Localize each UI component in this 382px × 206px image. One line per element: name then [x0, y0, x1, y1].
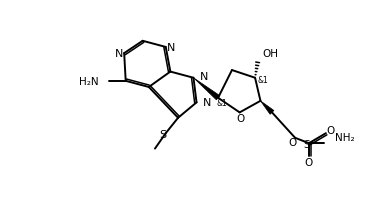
Text: O: O	[305, 157, 313, 167]
Polygon shape	[193, 78, 220, 100]
Polygon shape	[261, 101, 274, 115]
Text: N: N	[200, 72, 208, 82]
Text: H₂N: H₂N	[79, 76, 99, 86]
Text: &1: &1	[217, 98, 227, 107]
Text: S: S	[159, 129, 166, 139]
Text: &1: &1	[257, 75, 268, 84]
Text: N: N	[115, 49, 123, 59]
Text: O: O	[288, 138, 296, 148]
Text: N: N	[167, 43, 175, 53]
Text: O: O	[326, 125, 335, 135]
Text: S: S	[303, 139, 310, 149]
Text: N: N	[203, 98, 211, 108]
Text: OH: OH	[262, 49, 278, 59]
Text: O: O	[236, 113, 244, 123]
Text: NH₂: NH₂	[335, 132, 355, 142]
